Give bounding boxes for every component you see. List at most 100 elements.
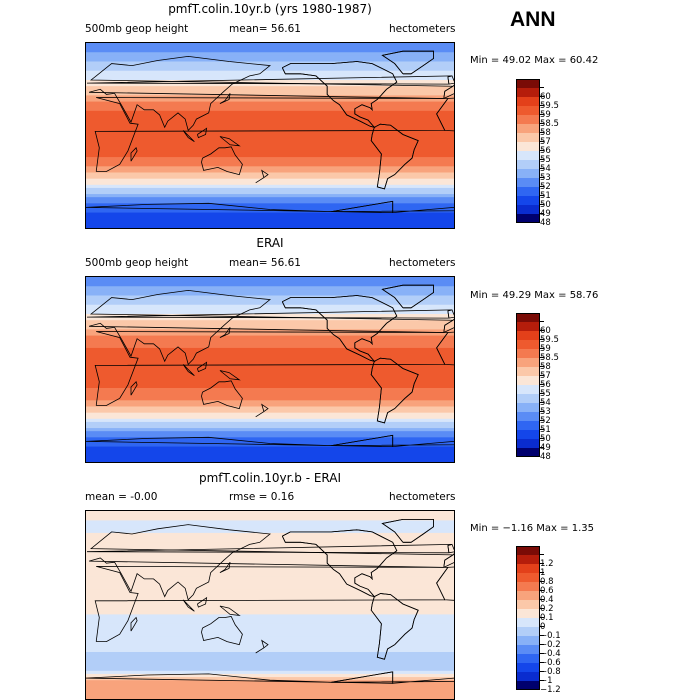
colorbar-swatch bbox=[516, 358, 540, 367]
field-band bbox=[86, 583, 454, 587]
colorbar-swatch bbox=[516, 636, 540, 645]
field-band bbox=[86, 344, 454, 349]
coastline bbox=[447, 309, 454, 319]
field-band bbox=[86, 548, 454, 553]
field-band bbox=[86, 455, 454, 460]
field-band bbox=[86, 360, 454, 364]
colorbar-tick-label: −0.6 bbox=[540, 650, 561, 667]
field-band bbox=[86, 670, 454, 675]
field-band bbox=[86, 573, 454, 578]
field-band bbox=[86, 203, 454, 208]
field-band bbox=[86, 123, 454, 127]
field-band bbox=[86, 440, 454, 445]
field-band bbox=[86, 163, 454, 167]
field-band bbox=[86, 428, 454, 432]
field-band bbox=[86, 636, 454, 641]
colorbar-swatch bbox=[516, 582, 540, 591]
colorbar-tick-label: 0.4 bbox=[540, 587, 554, 604]
field-band bbox=[86, 620, 454, 625]
field-band bbox=[86, 431, 454, 435]
field-band bbox=[86, 43, 454, 47]
field-band bbox=[86, 551, 454, 556]
colorbar-tick-label: 59.5 bbox=[540, 93, 559, 110]
field-band bbox=[86, 680, 454, 684]
colorbar-tick-label: 1 bbox=[540, 560, 548, 577]
field-band bbox=[86, 529, 454, 534]
field-band bbox=[86, 378, 454, 383]
coastline bbox=[88, 55, 454, 132]
field-band bbox=[86, 645, 454, 650]
colorbar-tick-label: 55 bbox=[540, 147, 551, 164]
field-band bbox=[86, 526, 454, 531]
colorbar-tick-label: 58.5 bbox=[540, 345, 559, 362]
field-band bbox=[86, 67, 454, 72]
field-band bbox=[86, 570, 454, 575]
units-label: hectometers bbox=[389, 23, 456, 35]
colorbar-tick-label: −0.2 bbox=[540, 632, 561, 649]
colorbar-tick-label: 49 bbox=[540, 435, 551, 452]
field-band bbox=[86, 658, 454, 662]
field-band bbox=[86, 73, 454, 78]
field-band bbox=[86, 197, 454, 201]
field-band bbox=[86, 46, 454, 50]
field-band bbox=[86, 172, 454, 177]
colorbar-tick-label: 53 bbox=[540, 399, 551, 416]
coastlines bbox=[86, 50, 454, 214]
field-band bbox=[86, 206, 454, 211]
colorbar-tick-label: −0.8 bbox=[540, 659, 561, 676]
colorbar-tick-label: 52 bbox=[540, 174, 551, 191]
field-band bbox=[86, 683, 454, 688]
colorbar-swatch bbox=[516, 178, 540, 187]
colorbar-tick-label: 58 bbox=[540, 120, 551, 137]
units-label: hectometers bbox=[389, 257, 456, 269]
field-band bbox=[86, 104, 454, 109]
field-band bbox=[86, 366, 454, 371]
coastline bbox=[219, 370, 241, 381]
colorbar-swatch bbox=[516, 331, 540, 340]
colorbar-tick-label: 53 bbox=[540, 165, 551, 182]
field-band bbox=[86, 412, 454, 417]
field-band bbox=[86, 277, 454, 281]
field-band bbox=[86, 200, 454, 204]
field-band bbox=[86, 55, 454, 60]
field-band bbox=[86, 141, 454, 146]
field-band bbox=[86, 80, 454, 84]
coastline bbox=[219, 93, 231, 104]
field-band bbox=[86, 144, 454, 149]
field-band bbox=[86, 446, 454, 451]
field-band bbox=[86, 642, 454, 647]
field-band bbox=[86, 567, 454, 572]
field-band bbox=[86, 320, 454, 324]
coastline bbox=[88, 524, 454, 601]
colorbar-tick-label: 52 bbox=[540, 408, 551, 425]
field-band bbox=[86, 101, 454, 106]
colorbar-swatch bbox=[516, 313, 540, 322]
field-band bbox=[86, 434, 454, 438]
colorbar-swatch bbox=[516, 600, 540, 609]
field-band bbox=[86, 209, 454, 214]
field-band bbox=[86, 92, 454, 97]
coastline bbox=[219, 136, 241, 147]
field-band bbox=[86, 64, 454, 69]
field-band bbox=[86, 614, 454, 619]
colorbar-swatch bbox=[516, 160, 540, 169]
min-max-label: Min = 49.02 Max = 60.42 bbox=[470, 55, 599, 66]
mean-label: mean= 56.61 bbox=[229, 23, 301, 35]
mean-label: mean = -0.00 bbox=[85, 491, 158, 503]
field-band bbox=[86, 166, 454, 171]
field-band bbox=[86, 576, 454, 581]
field-band bbox=[86, 443, 454, 448]
coastline bbox=[219, 605, 241, 616]
field-band bbox=[86, 523, 454, 528]
colorbar-swatch bbox=[516, 412, 540, 421]
field-band bbox=[86, 673, 454, 678]
field-band bbox=[86, 191, 454, 195]
field-plot bbox=[86, 511, 454, 699]
field-band bbox=[86, 304, 454, 309]
colorbar-swatch bbox=[516, 88, 540, 97]
coastline bbox=[201, 616, 243, 646]
field-band bbox=[86, 326, 454, 331]
colorbar-swatch bbox=[516, 627, 540, 636]
field-band bbox=[86, 95, 454, 100]
field-band bbox=[86, 61, 454, 66]
